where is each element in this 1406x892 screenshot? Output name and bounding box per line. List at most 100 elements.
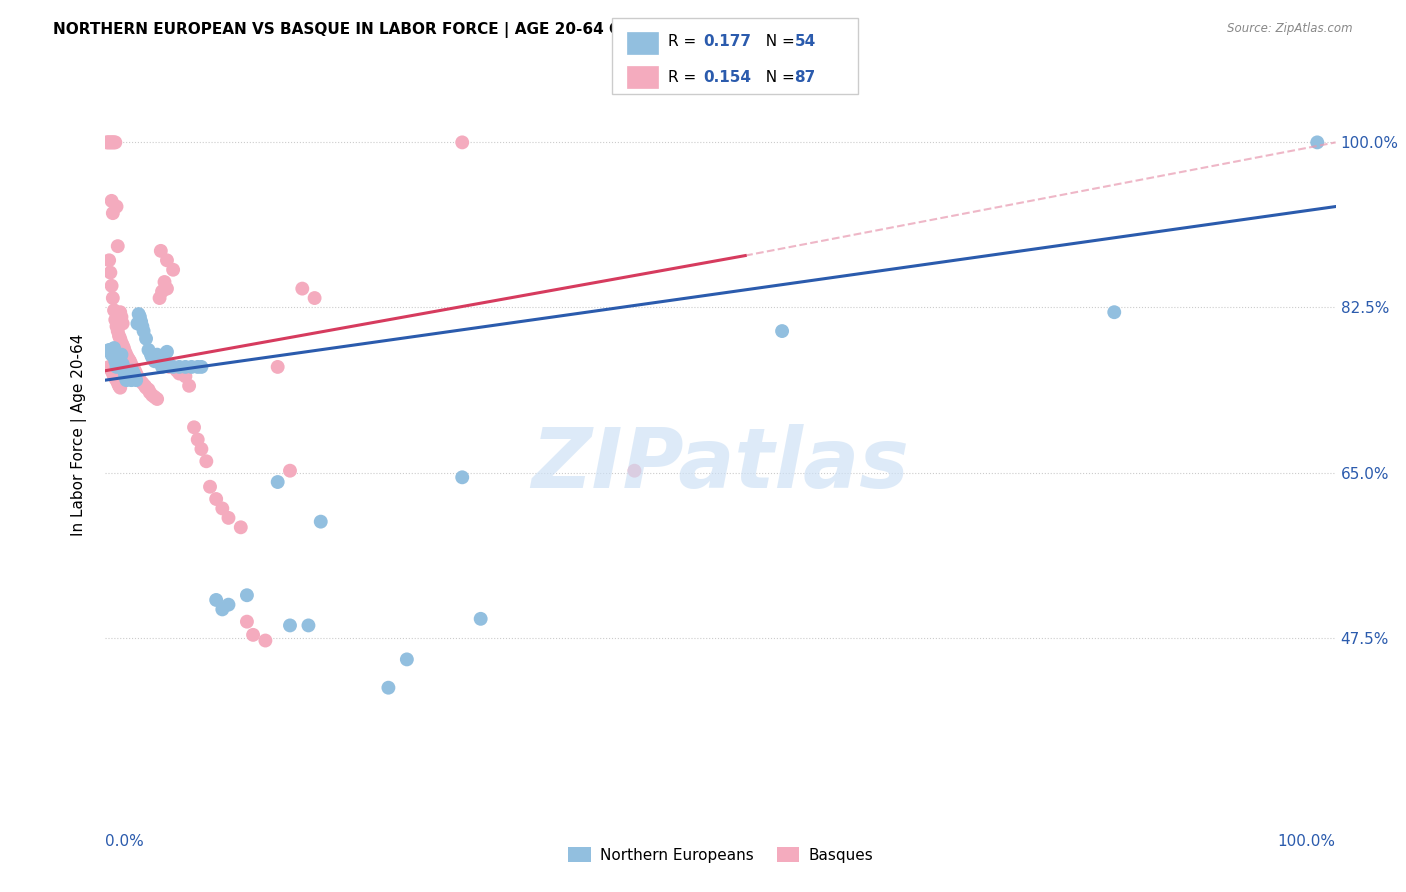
Text: R =: R = bbox=[668, 35, 702, 49]
Point bbox=[121, 364, 143, 378]
Point bbox=[156, 282, 179, 296]
Point bbox=[105, 200, 128, 214]
Point bbox=[101, 291, 124, 305]
Point bbox=[120, 373, 142, 387]
Point bbox=[103, 136, 125, 150]
Point bbox=[297, 618, 319, 632]
Point bbox=[98, 136, 121, 150]
Point bbox=[309, 515, 332, 529]
Point bbox=[127, 369, 149, 384]
Point bbox=[149, 244, 172, 258]
Point bbox=[127, 317, 149, 331]
Point bbox=[112, 341, 135, 355]
Point bbox=[104, 354, 127, 368]
Point bbox=[107, 324, 129, 338]
Point bbox=[98, 344, 122, 359]
Point bbox=[242, 628, 264, 642]
Point bbox=[179, 379, 201, 393]
Point bbox=[254, 633, 277, 648]
Point bbox=[129, 373, 152, 387]
Point bbox=[291, 282, 314, 296]
Point bbox=[118, 352, 141, 367]
Point bbox=[98, 359, 121, 374]
Point bbox=[105, 359, 128, 374]
Point bbox=[451, 470, 474, 484]
Point bbox=[135, 332, 157, 346]
Point bbox=[108, 328, 131, 343]
Point bbox=[395, 652, 418, 666]
Point bbox=[267, 359, 290, 374]
Point bbox=[1306, 136, 1329, 150]
Point bbox=[120, 354, 141, 368]
Point bbox=[104, 136, 127, 150]
Point bbox=[304, 291, 326, 305]
Point bbox=[150, 285, 173, 299]
Point bbox=[146, 392, 169, 406]
Point bbox=[114, 344, 136, 359]
Point bbox=[229, 520, 252, 534]
Text: N =: N = bbox=[756, 70, 800, 85]
Text: ZIPatlas: ZIPatlas bbox=[531, 424, 910, 505]
Point bbox=[103, 341, 125, 355]
Point bbox=[162, 262, 184, 277]
Point bbox=[1102, 305, 1125, 319]
Point bbox=[236, 588, 259, 602]
Text: 0.154: 0.154 bbox=[703, 70, 751, 85]
Point bbox=[104, 312, 127, 326]
Point bbox=[205, 593, 228, 607]
Point bbox=[101, 206, 124, 220]
Point bbox=[110, 351, 132, 365]
Point bbox=[162, 359, 184, 374]
Point bbox=[141, 388, 163, 402]
Point bbox=[159, 359, 180, 374]
Point bbox=[211, 501, 233, 516]
Point bbox=[218, 511, 240, 525]
Text: 54: 54 bbox=[794, 35, 815, 49]
Point bbox=[128, 307, 150, 321]
Point bbox=[100, 348, 122, 362]
Point bbox=[96, 136, 118, 150]
Text: Source: ZipAtlas.com: Source: ZipAtlas.com bbox=[1227, 22, 1353, 36]
Point bbox=[122, 361, 145, 376]
Point bbox=[110, 310, 132, 324]
Point bbox=[103, 303, 125, 318]
Point bbox=[146, 348, 169, 362]
Text: NORTHERN EUROPEAN VS BASQUE IN LABOR FORCE | AGE 20-64 CORRELATION CHART: NORTHERN EUROPEAN VS BASQUE IN LABOR FOR… bbox=[53, 22, 792, 38]
Point bbox=[114, 369, 136, 384]
Point bbox=[108, 354, 131, 368]
Point bbox=[105, 373, 128, 387]
Point bbox=[107, 376, 129, 390]
Point bbox=[98, 266, 122, 280]
Point bbox=[121, 359, 143, 374]
Point bbox=[205, 491, 228, 506]
Point bbox=[470, 612, 492, 626]
Point bbox=[156, 253, 179, 268]
Text: 100.0%: 100.0% bbox=[1278, 834, 1336, 849]
Point bbox=[98, 343, 121, 357]
Point bbox=[169, 359, 191, 374]
Point bbox=[143, 390, 166, 404]
Point bbox=[195, 454, 218, 468]
Point bbox=[131, 319, 153, 334]
Text: R =: R = bbox=[668, 70, 702, 85]
Point bbox=[98, 253, 121, 268]
Point bbox=[128, 371, 150, 385]
Point bbox=[198, 480, 221, 494]
Point bbox=[153, 354, 176, 368]
Point bbox=[187, 359, 209, 374]
Point bbox=[139, 348, 162, 362]
Point bbox=[110, 381, 132, 395]
Point bbox=[118, 367, 141, 381]
Point bbox=[156, 344, 179, 359]
Point bbox=[135, 381, 157, 395]
Point bbox=[111, 317, 134, 331]
Point bbox=[267, 475, 290, 489]
Point bbox=[236, 615, 259, 629]
Point bbox=[117, 364, 139, 378]
Text: 0.177: 0.177 bbox=[703, 35, 751, 49]
Point bbox=[278, 464, 301, 478]
Point bbox=[108, 379, 131, 393]
Point bbox=[120, 369, 141, 384]
Point bbox=[110, 305, 132, 319]
Point bbox=[100, 136, 122, 150]
